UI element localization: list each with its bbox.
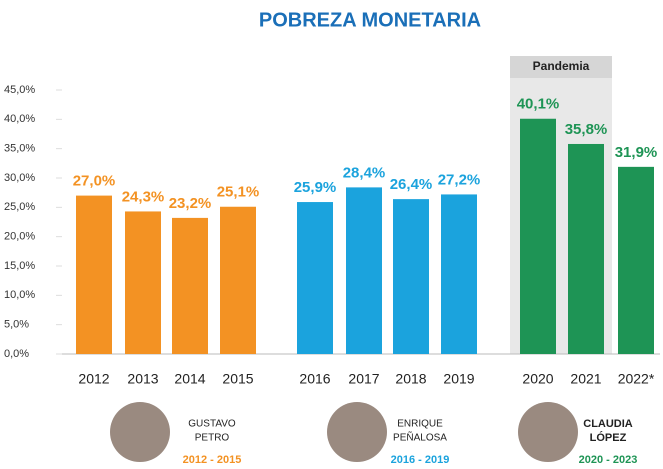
value-label: 28,4%: [343, 164, 386, 181]
x-tick-label: 2016: [299, 371, 330, 387]
chart-title: POBREZA MONETARIA: [259, 9, 481, 31]
value-label: 26,4%: [390, 176, 433, 193]
bar: [568, 143, 604, 354]
y-tick-label: 0,0%: [4, 348, 29, 360]
pandemia-header: [510, 56, 612, 78]
bar: [520, 118, 556, 354]
group-name: GUSTAVO: [188, 419, 236, 430]
y-tick-label: 30,0%: [4, 172, 35, 184]
annotation: Pandemia: [533, 59, 590, 73]
group-name: ENRIQUE: [397, 419, 443, 430]
x-tick-label: 2013: [127, 371, 158, 387]
x-tick-label: 2015: [222, 371, 253, 387]
value-label: 27,0%: [73, 173, 116, 190]
x-tick-label: 2021: [570, 371, 601, 387]
bar: [618, 166, 654, 354]
y-tick-label: 35,0%: [4, 143, 35, 155]
x-tick-label: 2018: [395, 371, 426, 387]
value-label: 25,1%: [217, 184, 260, 201]
group-name: CLAUDIA: [583, 418, 633, 430]
portrait: [327, 402, 387, 462]
x-tick-label: 2014: [174, 371, 205, 387]
bar: [76, 195, 112, 354]
group-name: PETRO: [195, 433, 230, 444]
y-tick-label: 40,0%: [4, 113, 35, 125]
value-label: 35,8%: [565, 121, 608, 138]
y-tick-label: 5,0%: [4, 319, 29, 331]
group-years: 2012 - 2015: [183, 454, 242, 466]
y-tick-label: 20,0%: [4, 231, 35, 243]
bar: [220, 206, 256, 354]
bar: [393, 199, 429, 354]
value-label: 25,9%: [294, 179, 337, 196]
x-tick-label: 2020: [522, 371, 553, 387]
y-tick-label: 15,0%: [4, 260, 35, 272]
x-tick-label: 2019: [443, 371, 474, 387]
portrait: [110, 402, 170, 462]
group-name: PEÑALOSA: [393, 431, 447, 444]
value-label: 31,9%: [615, 144, 658, 161]
y-tick-label: 10,0%: [4, 289, 35, 301]
bar: [346, 187, 382, 354]
y-tick-label: 45,0%: [4, 84, 35, 96]
value-label: 24,3%: [122, 188, 165, 205]
group-years: 2020 - 2023: [579, 454, 638, 466]
y-tick-label: 25,0%: [4, 201, 35, 213]
bar: [125, 211, 161, 354]
value-label: 27,2%: [438, 171, 481, 188]
value-label: 23,2%: [169, 195, 212, 212]
portrait: [518, 402, 578, 462]
x-tick-label: 2022*: [618, 371, 655, 387]
x-tick-label: 2012: [78, 371, 109, 387]
bar: [172, 217, 208, 354]
bar: [297, 202, 333, 354]
bar: [441, 194, 477, 354]
x-tick-label: 2017: [348, 371, 379, 387]
group-name: LÓPEZ: [590, 431, 627, 444]
value-label: 40,1%: [517, 96, 560, 113]
group-years: 2016 - 2019: [391, 454, 450, 466]
